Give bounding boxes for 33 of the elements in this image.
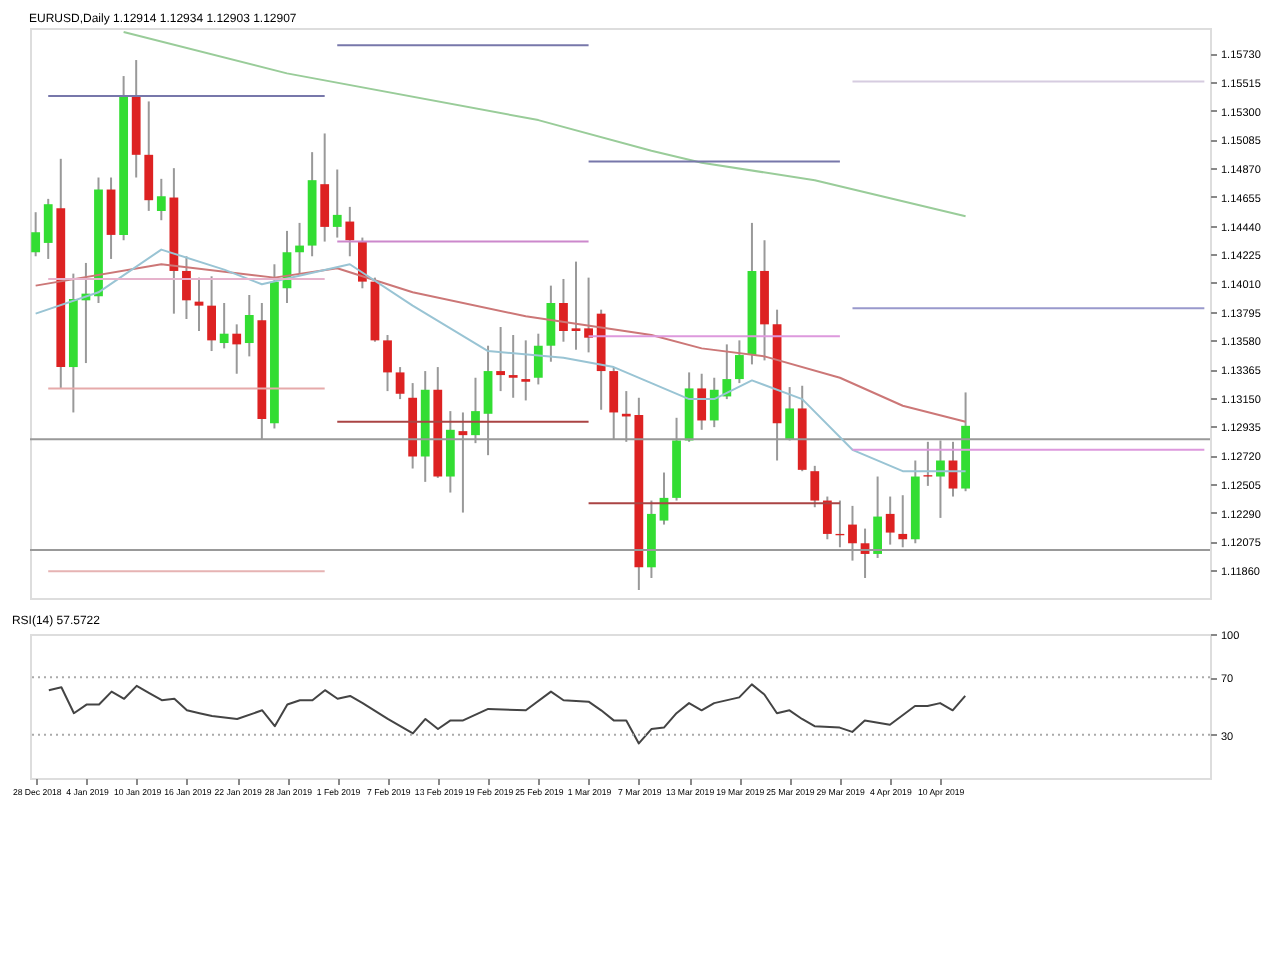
candlestick (232, 323, 242, 375)
candlestick (395, 366, 405, 401)
candlestick (533, 332, 543, 386)
line-series (122, 31, 967, 218)
candlestick (106, 176, 116, 260)
candlestick (332, 168, 342, 239)
candlestick (734, 339, 744, 385)
candlestick (571, 260, 581, 351)
candlestick (182, 255, 191, 321)
line-series (34, 263, 967, 423)
candlestick (156, 177, 166, 222)
candlestick (559, 277, 568, 343)
candlestick (822, 495, 832, 541)
candlestick (584, 276, 593, 354)
candlestick (546, 284, 556, 363)
candlestick (207, 275, 216, 353)
candlestick (697, 372, 707, 431)
candlestick (383, 334, 392, 393)
candlestick (31, 211, 41, 258)
candlestick (508, 334, 518, 399)
line-series (47, 683, 967, 745)
candlestick (43, 197, 53, 260)
candlestick (194, 276, 204, 333)
candlestick (244, 293, 254, 358)
candlestick (496, 326, 506, 393)
candlestick (885, 495, 895, 546)
candlestick (219, 301, 229, 350)
candlestick (144, 100, 154, 212)
candlestick (295, 221, 304, 275)
candlestick (810, 464, 820, 509)
candlestick (521, 339, 531, 402)
candlestick (320, 132, 330, 243)
candlestick (345, 205, 355, 258)
